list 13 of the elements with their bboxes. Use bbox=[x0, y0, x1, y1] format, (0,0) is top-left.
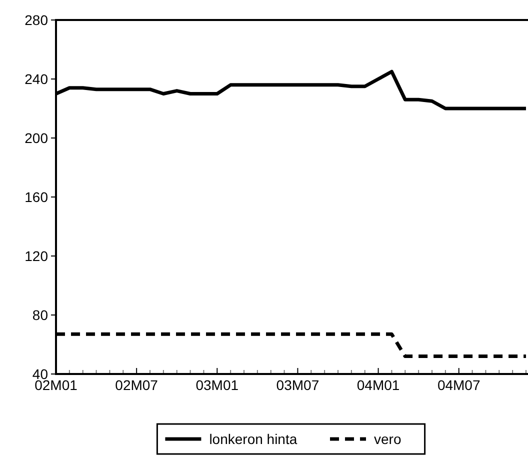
x-tick-label: 04M01 bbox=[356, 377, 400, 393]
y-tick-label: 120 bbox=[24, 248, 48, 264]
legend-label: lonkeron hinta bbox=[209, 430, 298, 447]
x-tick-label: 03M01 bbox=[196, 377, 239, 393]
y-tick-label: 200 bbox=[24, 130, 48, 146]
y-tick-label: 240 bbox=[24, 70, 48, 87]
y-tick-label: 80 bbox=[32, 306, 48, 323]
x-tick-label: 04M07 bbox=[437, 377, 480, 393]
y-tick-label: 160 bbox=[24, 188, 48, 205]
y-tick-label: 280 bbox=[24, 12, 48, 28]
legend-label: vero bbox=[374, 430, 402, 447]
x-tick-label: 02M07 bbox=[115, 377, 158, 393]
x-tick-label: 03M07 bbox=[276, 377, 320, 393]
